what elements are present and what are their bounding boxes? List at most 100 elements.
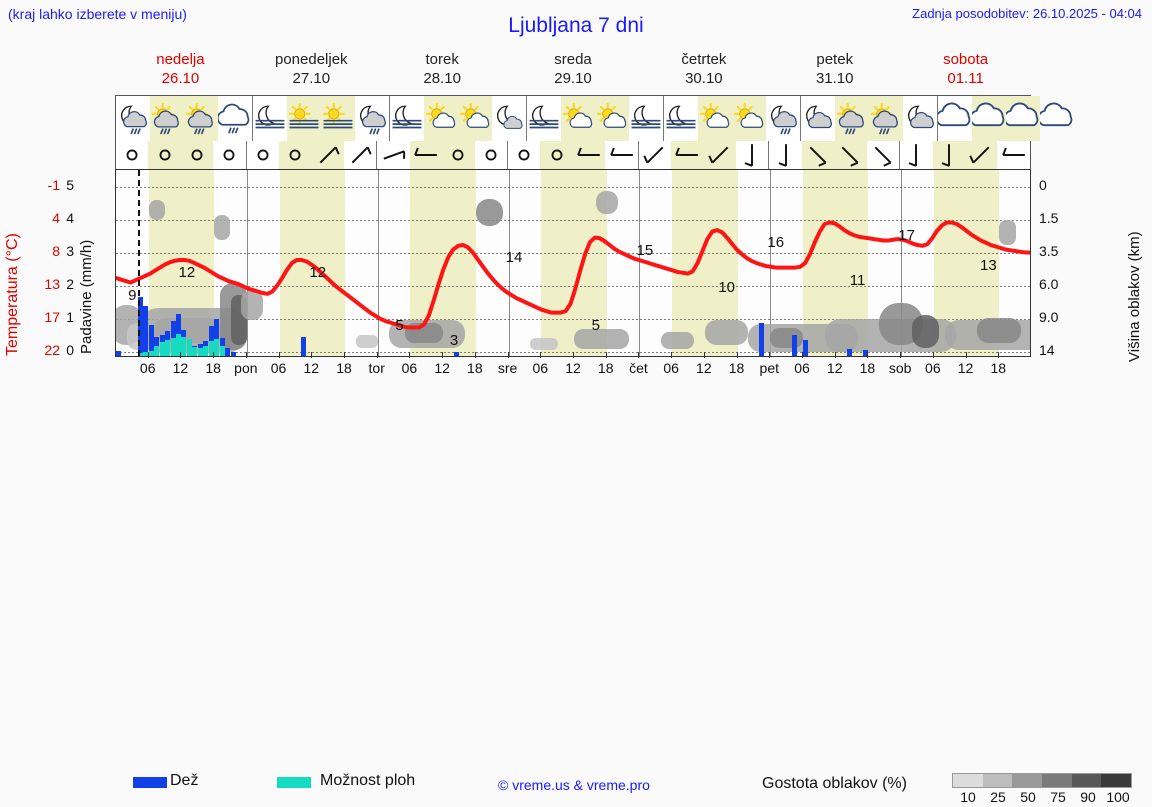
calm-icon — [282, 142, 308, 168]
shower-bar — [160, 342, 165, 356]
cloud-height-tick-label: 3.5 — [1039, 243, 1073, 259]
cloud-ramp-tick-label: 25 — [990, 789, 1006, 805]
cloud-ramp-step — [1012, 774, 1042, 787]
temperature-tick-label: -1 — [30, 177, 60, 193]
weather-icon-cell — [1040, 96, 1074, 141]
wind-barb-cell — [410, 141, 442, 169]
x-axis-tick — [998, 352, 999, 358]
cloud-ramp-step — [983, 774, 1013, 787]
x-axis-tick — [540, 352, 541, 358]
sun-cloud-rain-icon — [835, 102, 869, 136]
moon-fog-icon — [390, 102, 424, 136]
barb-n-icon — [739, 142, 765, 168]
moon-cloud-icon — [801, 102, 835, 136]
temperature-point-label: 12 — [179, 264, 196, 281]
weather-icon-cell — [561, 96, 595, 141]
wind-barb-cell — [213, 141, 245, 169]
barb-nw-icon — [837, 142, 863, 168]
rain-bar — [225, 348, 230, 356]
cloud-ramp-step — [1101, 774, 1131, 787]
day-date: 27.10 — [246, 69, 377, 88]
wind-barb-cell — [899, 141, 932, 169]
moon-cloud-rain-icon — [766, 102, 800, 136]
weather-icon-cell — [595, 96, 629, 141]
wind-barb-cell — [312, 141, 344, 169]
cloud-height-tick-label: 9.0 — [1039, 309, 1073, 325]
cloud-icon — [972, 102, 1006, 136]
wind-barb-cell — [116, 141, 148, 169]
x-axis-label: sob — [889, 360, 912, 376]
cloud-height-axis-title: Višina oblakov (km) — [1126, 172, 1143, 362]
sun-cloud-icon — [732, 102, 766, 136]
sun-cloud-icon — [424, 102, 458, 136]
cloud-ramp-step — [1042, 774, 1072, 787]
rain-bar — [847, 349, 852, 356]
x-axis-tick — [966, 352, 967, 358]
temperature-point-label: 5 — [592, 317, 600, 334]
barb-e-icon — [1001, 142, 1027, 168]
day-name: sreda — [508, 50, 639, 69]
x-axis-label: pon — [234, 360, 257, 376]
x-axis-label: tor — [369, 360, 385, 376]
wind-barb-cell — [246, 141, 279, 169]
day-name: četrtek — [638, 50, 769, 69]
precipitation-tick-label: 4 — [60, 210, 74, 226]
temperature-axis-title: Temperatura (°C) — [4, 176, 22, 356]
day-name: ponedeljek — [246, 50, 377, 69]
temperature-point-label: 16 — [767, 234, 784, 251]
x-axis-label: 18 — [336, 360, 352, 376]
rain-bar — [454, 352, 459, 356]
copyright-link[interactable]: © vreme.us & vreme.pro — [498, 777, 650, 793]
shower-legend-label: Možnost ploh — [320, 772, 415, 790]
wind-barb-cell — [834, 141, 866, 169]
cloud-height-tick-label: 14 — [1039, 342, 1073, 358]
weather-icon-cell — [321, 96, 355, 141]
wind-barb-cell — [344, 141, 376, 169]
rain-bar — [301, 337, 306, 356]
wind-barb-cell — [867, 141, 899, 169]
x-axis-label: 06 — [402, 360, 418, 376]
x-axis-tick — [737, 352, 738, 358]
barb-ne-icon — [642, 142, 668, 168]
x-axis-label: 12 — [173, 360, 189, 376]
weather-icon-cell — [1006, 96, 1040, 141]
precipitation-tick-label: 2 — [60, 276, 74, 292]
weather-icon-cell — [287, 96, 321, 141]
wind-barb-cell — [148, 141, 180, 169]
x-axis-tick — [475, 352, 476, 358]
wind-barb-cell — [802, 141, 834, 169]
x-axis-tick — [311, 352, 312, 358]
weather-icon-cell — [766, 96, 800, 141]
x-axis-tick — [900, 352, 901, 358]
cloud-ramp-tick-label: 75 — [1050, 789, 1066, 805]
precipitation-tick-label: 1 — [60, 309, 74, 325]
day-date: 30.10 — [638, 69, 769, 88]
x-axis-label: 12 — [303, 360, 319, 376]
temperature-tick-label: 22 — [30, 342, 60, 358]
wind-barb-cell — [965, 141, 997, 169]
moon-cloud-rain-icon — [116, 102, 150, 136]
x-axis-label: 18 — [598, 360, 614, 376]
moon-cloud-rain-icon — [355, 102, 389, 136]
barb-n-icon — [903, 142, 929, 168]
x-axis-tick — [802, 352, 803, 358]
temperature-point-label: 17 — [1029, 227, 1031, 244]
barb-sw-icon — [315, 142, 341, 168]
x-axis-tick — [933, 352, 934, 358]
cloud-density-legend-label: Gostota oblakov (%) — [762, 775, 907, 793]
sun-cloud-icon — [698, 102, 732, 136]
moon-icon — [492, 102, 526, 136]
cloud-ramp-step — [1072, 774, 1102, 787]
shower-bar — [154, 346, 159, 356]
x-axis-tick — [409, 352, 410, 358]
shower-legend-swatch — [277, 777, 311, 788]
x-axis-label: 18 — [860, 360, 876, 376]
sun-cloud-icon — [561, 102, 595, 136]
wind-barb-cell — [540, 141, 572, 169]
cloud-icon — [1006, 102, 1040, 136]
wind-barb-cell — [933, 141, 965, 169]
temperature-point-label: 12 — [309, 264, 326, 281]
